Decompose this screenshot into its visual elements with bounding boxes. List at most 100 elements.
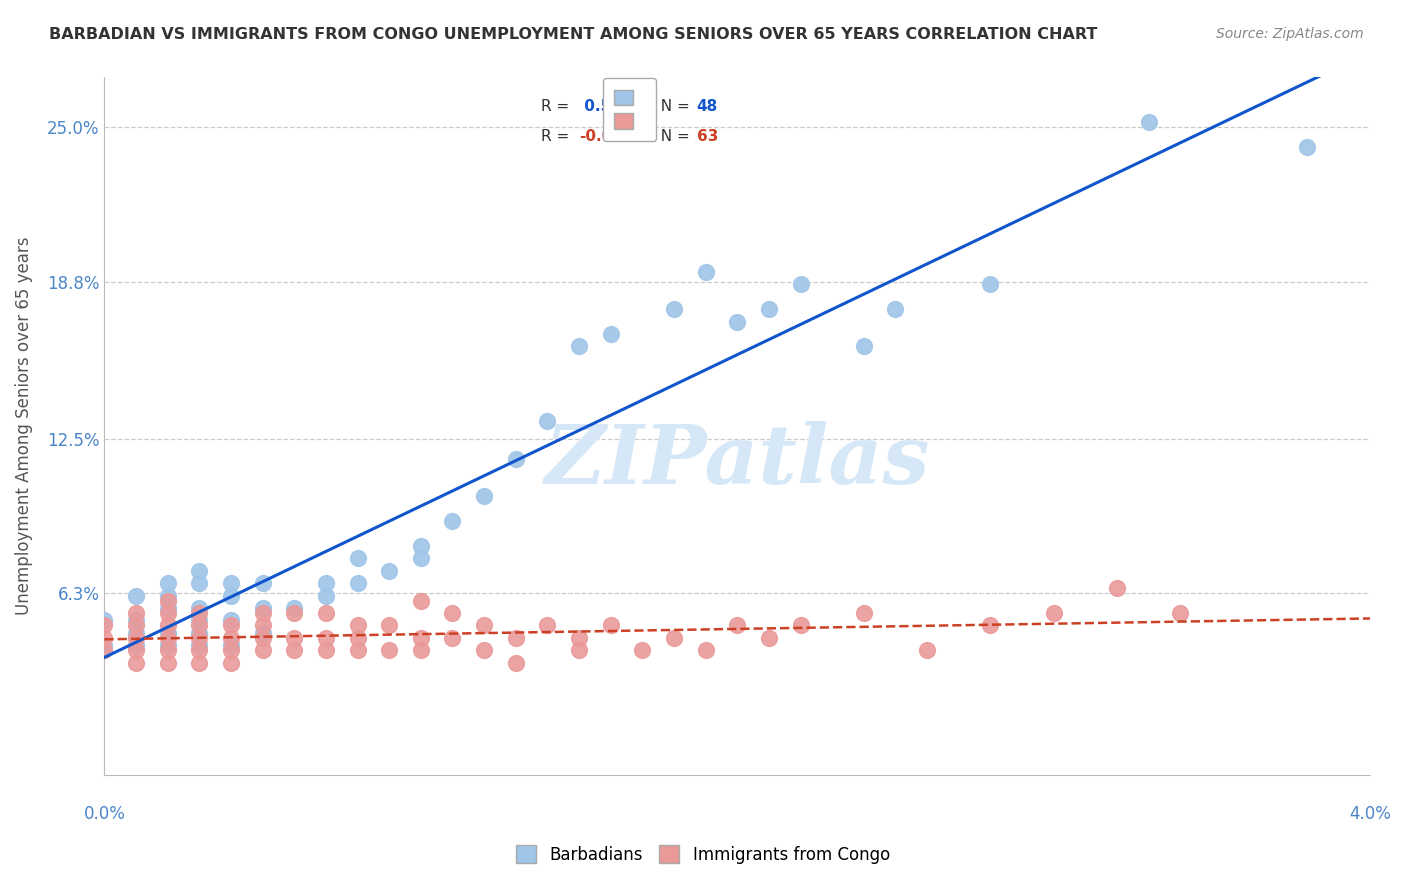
- Point: [472, 489, 495, 503]
- Point: [125, 631, 148, 645]
- Point: [156, 601, 179, 615]
- Point: [599, 326, 621, 341]
- Point: [472, 618, 495, 632]
- Point: [188, 601, 211, 615]
- Point: [188, 631, 211, 645]
- Point: [505, 451, 527, 466]
- Point: [346, 576, 368, 591]
- Point: [378, 564, 401, 578]
- Point: [188, 643, 211, 657]
- Point: [599, 618, 621, 632]
- Y-axis label: Unemployment Among Seniors over 65 years: Unemployment Among Seniors over 65 years: [15, 237, 32, 615]
- Point: [1295, 140, 1317, 154]
- Text: R =: R =: [541, 99, 574, 114]
- Point: [125, 639, 148, 653]
- Point: [1042, 606, 1064, 620]
- Point: [188, 656, 211, 670]
- Point: [156, 593, 179, 607]
- Text: 48: 48: [697, 99, 718, 114]
- Point: [219, 618, 242, 632]
- Text: N =: N =: [651, 99, 695, 114]
- Point: [441, 631, 464, 645]
- Legend: , : ,: [603, 78, 657, 141]
- Point: [188, 614, 211, 628]
- Text: ZIPatlas: ZIPatlas: [544, 421, 929, 501]
- Point: [536, 618, 558, 632]
- Point: [156, 643, 179, 657]
- Point: [156, 606, 179, 620]
- Point: [219, 576, 242, 591]
- Point: [188, 564, 211, 578]
- Point: [125, 606, 148, 620]
- Point: [219, 631, 242, 645]
- Point: [568, 631, 591, 645]
- Point: [156, 576, 179, 591]
- Point: [662, 631, 685, 645]
- Point: [188, 626, 211, 640]
- Point: [1168, 606, 1191, 620]
- Point: [219, 656, 242, 670]
- Point: [758, 631, 780, 645]
- Point: [505, 631, 527, 645]
- Text: BARBADIAN VS IMMIGRANTS FROM CONGO UNEMPLOYMENT AMONG SENIORS OVER 65 YEARS CORR: BARBADIAN VS IMMIGRANTS FROM CONGO UNEMP…: [49, 27, 1098, 42]
- Point: [884, 302, 907, 317]
- Point: [695, 265, 717, 279]
- Point: [695, 643, 717, 657]
- Point: [315, 589, 337, 603]
- Point: [789, 618, 811, 632]
- Point: [409, 539, 432, 553]
- Point: [315, 576, 337, 591]
- Point: [93, 639, 115, 653]
- Point: [378, 643, 401, 657]
- Text: 4.0%: 4.0%: [1350, 805, 1391, 823]
- Point: [441, 606, 464, 620]
- Point: [188, 639, 211, 653]
- Point: [979, 277, 1001, 292]
- Point: [219, 643, 242, 657]
- Point: [315, 643, 337, 657]
- Point: [315, 631, 337, 645]
- Text: 63: 63: [697, 128, 718, 144]
- Point: [283, 643, 305, 657]
- Point: [156, 656, 179, 670]
- Point: [156, 589, 179, 603]
- Point: [188, 576, 211, 591]
- Point: [725, 314, 748, 328]
- Text: R =: R =: [541, 128, 574, 144]
- Point: [156, 639, 179, 653]
- Point: [789, 277, 811, 292]
- Legend: Barbadians, Immigrants from Congo: Barbadians, Immigrants from Congo: [509, 838, 897, 871]
- Point: [188, 618, 211, 632]
- Point: [219, 614, 242, 628]
- Point: [156, 618, 179, 632]
- Text: 0.0%: 0.0%: [83, 805, 125, 823]
- Point: [125, 589, 148, 603]
- Point: [915, 643, 938, 657]
- Point: [441, 514, 464, 528]
- Text: N =: N =: [651, 128, 695, 144]
- Point: [725, 618, 748, 632]
- Point: [409, 631, 432, 645]
- Point: [758, 302, 780, 317]
- Point: [283, 631, 305, 645]
- Point: [346, 551, 368, 566]
- Point: [852, 606, 875, 620]
- Point: [315, 606, 337, 620]
- Point: [252, 601, 274, 615]
- Point: [662, 302, 685, 317]
- Point: [252, 618, 274, 632]
- Point: [346, 618, 368, 632]
- Point: [125, 643, 148, 657]
- Text: 0.583: 0.583: [579, 99, 633, 114]
- Point: [252, 576, 274, 591]
- Point: [219, 639, 242, 653]
- Point: [472, 643, 495, 657]
- Point: [852, 339, 875, 353]
- Point: [93, 643, 115, 657]
- Text: -0.043: -0.043: [579, 128, 634, 144]
- Point: [156, 626, 179, 640]
- Text: Source: ZipAtlas.com: Source: ZipAtlas.com: [1216, 27, 1364, 41]
- Point: [631, 643, 654, 657]
- Point: [1137, 115, 1160, 129]
- Point: [346, 631, 368, 645]
